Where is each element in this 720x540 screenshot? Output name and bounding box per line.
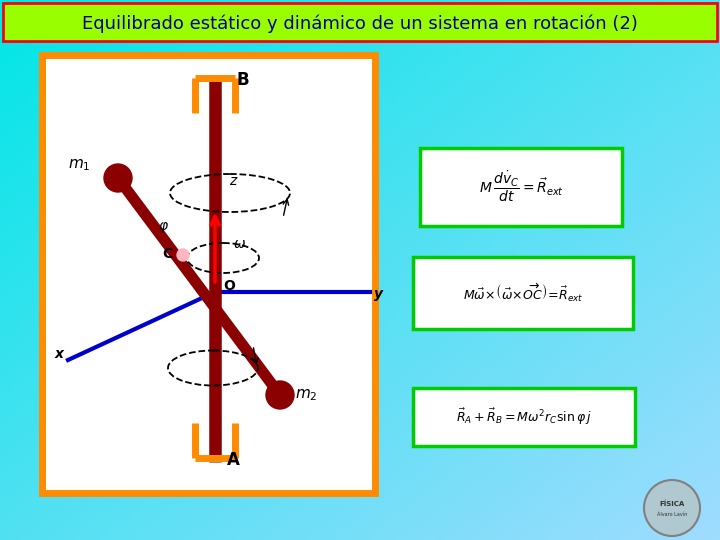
Text: $M\vec{\omega}\!\times\!\left(\vec{\omega}\!\times\!\overrightarrow{OC}\right)\!: $M\vec{\omega}\!\times\!\left(\vec{\omeg… [463,282,583,304]
Text: $\vec{R}_A + \vec{R}_B = M\omega^2 r_C \sin\varphi\, j$: $\vec{R}_A + \vec{R}_B = M\omega^2 r_C \… [456,407,592,427]
Circle shape [266,381,294,409]
Text: $m_1$: $m_1$ [68,157,91,173]
Circle shape [177,249,189,261]
Text: C: C [162,247,172,261]
Text: $\omega$: $\omega$ [233,237,246,251]
Text: O: O [223,279,235,293]
Bar [420,148,622,226]
Bar [3,3,717,41]
Bar [413,388,635,446]
Text: z: z [229,174,236,188]
Text: $\varphi$: $\varphi$ [158,220,169,235]
Text: B: B [237,71,250,89]
Bar [42,55,375,493]
Text: y: y [374,287,383,301]
Text: Equilibrado estático y dinámico de un sistema en rotación (2): Equilibrado estático y dinámico de un si… [82,15,638,33]
Text: A: A [227,451,240,469]
Text: $M\,\dfrac{d\dot{v}_C}{dt} = \vec{R}_{ext}$: $M\,\dfrac{d\dot{v}_C}{dt} = \vec{R}_{ex… [479,170,564,204]
Text: x: x [55,347,64,361]
Bar [413,257,633,329]
Circle shape [104,164,132,192]
Text: FÍSICA: FÍSICA [660,501,685,507]
Text: Álvaro Lavín: Álvaro Lavín [657,511,687,516]
Text: $m_2$: $m_2$ [295,387,318,403]
Circle shape [644,480,700,536]
